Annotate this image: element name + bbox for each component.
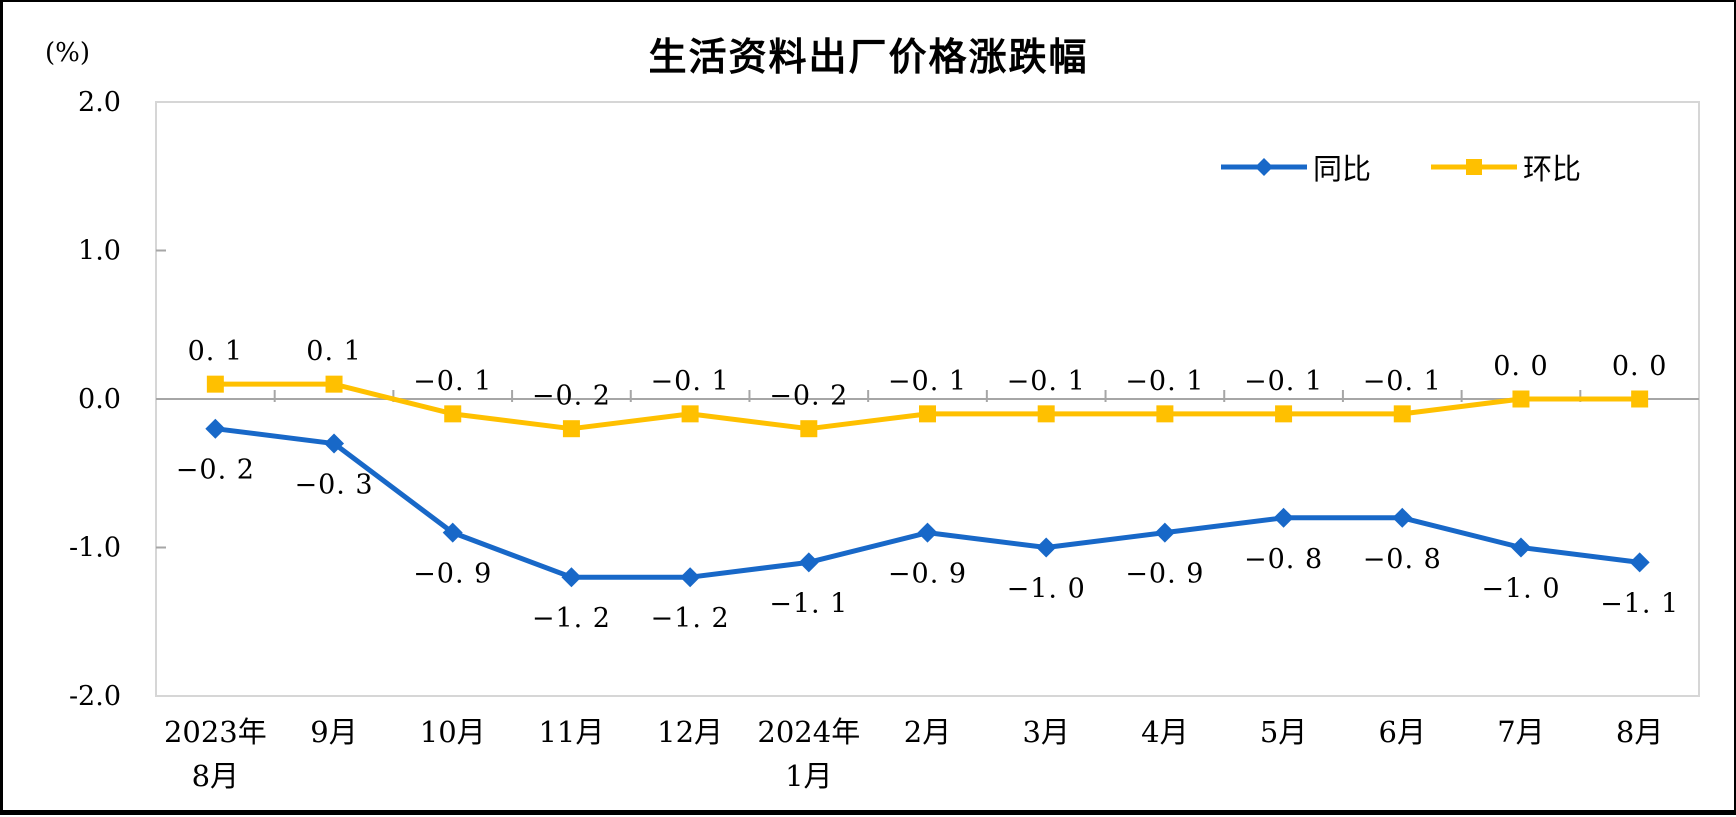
marker-diamond [1629,552,1650,573]
data-label: −1. 1 [1600,588,1679,619]
x-axis-tick-label: 8月 [1616,715,1663,749]
y-axis-tick-label: 0.0 [78,384,121,415]
marker-square [1631,390,1649,408]
data-label: −0. 9 [1125,559,1204,590]
chart-title: 生活资料出厂价格涨跌幅 [648,37,1089,79]
legend-line-square-icon [1431,159,1518,175]
marker-square [1037,405,1055,423]
marker-diamond [205,418,226,439]
x-axis-tick-label: 5月 [1260,715,1307,749]
marker-square [1156,405,1174,423]
marker-diamond [324,433,345,454]
data-label: −0. 1 [1363,366,1442,397]
data-label: −0. 2 [176,455,255,486]
x-axis-tick-label: 4月 [1141,715,1188,749]
data-label: 0. 0 [1612,351,1668,382]
data-label: −1. 2 [532,603,611,634]
marker-diamond [917,522,938,543]
data-label: −0. 8 [1244,544,1323,575]
marker-square [206,375,224,393]
data-label: −1. 0 [1481,574,1560,605]
data-label: −0. 1 [1244,366,1323,397]
x-axis-tick-label: 10月 [420,715,486,749]
x-axis-tick-label: 2月 [904,715,951,749]
data-label: −1. 2 [651,603,730,634]
marker-diamond [1036,537,1057,558]
data-label: −0. 9 [413,559,492,590]
y-axis-tick-label: -2.0 [69,681,121,712]
marker-diamond [1392,507,1413,528]
y-axis-unit-label: (%) [45,38,90,68]
marker-square [681,405,699,423]
x-axis-tick-label: 2023年 [164,715,267,749]
x-axis-tick-label: 3月 [1022,715,1069,749]
data-label: −0. 3 [294,470,373,501]
data-label: −0. 1 [1007,366,1086,397]
marker-square [919,405,936,423]
marker-diamond [561,567,582,588]
x-axis-tick-label: 1月 [785,759,832,793]
y-axis-tick-label: 1.0 [78,236,121,267]
x-axis-tick-label: 6月 [1379,715,1426,749]
line-chart-plot: 2.0 1.0 0.0 -1.0 -2.0 2023年 8月 9月 10月 11月 12月 2024年… [69,87,1700,793]
x-axis-tick-label: 9月 [310,715,357,749]
data-label: −0. 1 [888,366,967,397]
data-label: −0. 1 [651,366,730,397]
marker-square [444,405,462,423]
marker-diamond [680,567,701,588]
marker-square [562,420,580,438]
marker-square [325,375,343,393]
x-axis-tick-label: 2024年 [757,715,860,749]
legend-line-diamond-icon [1221,158,1307,176]
marker-square [800,420,818,438]
marker-diamond [442,522,463,543]
data-label: 0. 1 [306,336,362,367]
data-label: −1. 1 [769,588,848,619]
legend: 同比 环比 [1221,146,1581,188]
marker-square [1512,390,1530,408]
data-label: −0. 8 [1363,544,1442,575]
x-axis-tick-label: 7月 [1497,715,1544,749]
marker-diamond [798,552,819,573]
x-axis-tick-label: 11月 [538,715,604,749]
legend-label-huanbi: 环比 [1523,154,1582,186]
marker-diamond [1154,522,1175,543]
data-label: −0. 9 [888,559,967,590]
data-label: −0. 1 [1125,366,1204,397]
data-label: −0. 1 [413,366,492,397]
legend-label-tongbi: 同比 [1313,154,1372,186]
data-label: −0. 2 [532,381,611,412]
data-label: −0. 2 [769,381,848,412]
data-label: −1. 0 [1007,574,1086,605]
data-label: 0. 0 [1493,351,1549,382]
marker-square [1393,405,1411,423]
legend-item-tongbi: 同比 [1221,146,1371,188]
marker-square [1275,405,1293,423]
legend-item-huanbi: 环比 [1431,146,1581,188]
data-label: 0. 1 [188,336,244,367]
x-axis-tick-label: 12月 [657,715,723,749]
y-axis-tick-label: 2.0 [78,87,121,118]
x-axis-tick-label: 8月 [192,759,239,793]
y-axis-tick-label: -1.0 [69,533,121,564]
marker-diamond [1510,537,1531,558]
marker-diamond [1273,507,1294,528]
